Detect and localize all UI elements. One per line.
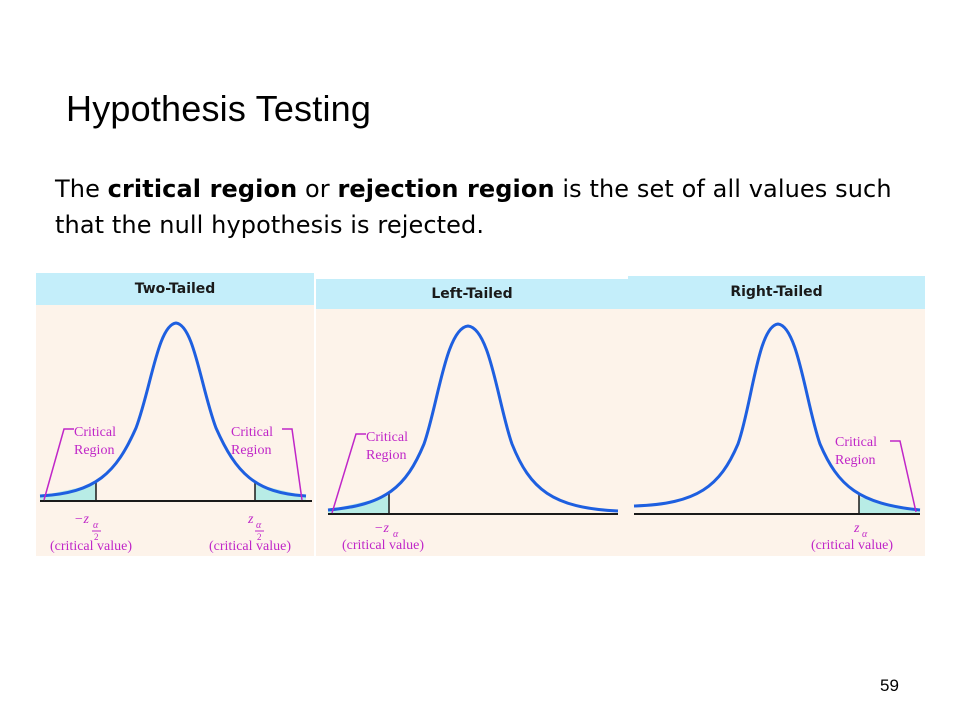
critical-value-symbol: z [853,521,860,536]
intro-text: The critical region or rejection region … [55,171,915,243]
left-fraction-denominator: 2 [94,532,99,542]
term-rejection-region: rejection region [337,175,555,203]
two-tailed-figure: Critical Region Critical Region −z α 2 z… [39,321,312,554]
right-tailed-figure: Critical Region z α (critical value) [633,322,921,553]
left-critical-value-symbol: −z [74,512,89,527]
two-tailed-heading: Two-Tailed [36,273,314,305]
right-region-pointer [282,428,303,501]
critical-value-subscript: α [862,529,868,540]
right-fraction-denominator: 2 [257,532,262,542]
left-tailed-heading: Left-Tailed [316,279,628,309]
normal-curve [633,322,921,512]
critical-label-line1: Critical [835,435,877,450]
region-pointer [890,440,917,513]
term-critical-region: critical region [107,175,298,203]
right-critical-value-symbol: z [247,512,254,527]
intro-text-part: or [297,175,338,203]
critical-label-line2: Region [366,448,406,463]
left-tailed-panel: Critical Region −z α (critical value) Le… [316,279,628,556]
page-number: 59 [880,676,899,695]
slide-title: Hypothesis Testing [66,88,372,129]
left-critical-label-line1: Critical [74,425,116,440]
region-pointer [331,433,366,514]
left-region-pointer [43,428,74,501]
left-critical-label-line2: Region [74,443,114,458]
right-critical-value-caption: (critical value) [209,539,291,554]
left-critical-value-caption: (critical value) [50,539,132,554]
normal-curve [39,321,307,498]
critical-value-caption: (critical value) [811,538,893,553]
critical-value-subscript: α [393,529,399,540]
critical-value-caption: (critical value) [342,538,424,553]
two-tailed-panel: Critical Region Critical Region −z α 2 z… [36,273,314,556]
right-critical-label-line1: Critical [231,425,273,440]
right-critical-label-line2: Region [231,443,271,458]
critical-label-line2: Region [835,453,875,468]
intro-text-part: The [55,175,108,203]
left-tailed-figure: Critical Region −z α (critical value) [327,324,619,553]
critical-label-line1: Critical [366,430,408,445]
intro-text-part: is the set of all values such that the n… [55,175,892,239]
right-tailed-heading: Right-Tailed [628,276,925,309]
critical-value-symbol: −z [374,521,389,536]
right-critical-value-subscript: α [256,520,262,531]
normal-curve [327,324,619,513]
left-critical-value-subscript: α [93,520,99,531]
right-tailed-panel: Critical Region z α (critical value) Rig… [628,276,925,556]
